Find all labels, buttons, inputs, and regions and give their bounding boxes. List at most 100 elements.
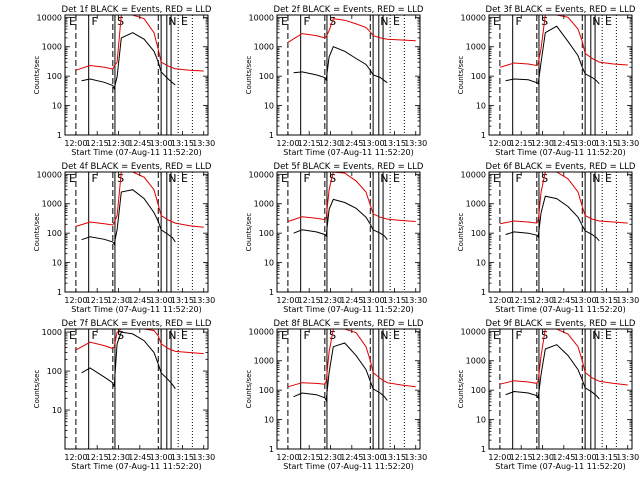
x-tick-label: 12:30 <box>107 139 130 148</box>
series-events <box>293 198 388 241</box>
x-tick-label: 13:15 <box>383 139 406 148</box>
x-tick-label: 12:00 <box>488 453 511 462</box>
y-tick-label: 10 <box>264 416 274 425</box>
series-events <box>505 195 600 242</box>
x-tick-label: 12:45 <box>128 453 151 462</box>
y-axis-label: Counts/sec <box>33 213 41 252</box>
flag-label: E <box>393 172 400 185</box>
y-tick-label: 1 <box>481 288 486 297</box>
x-tick-label: 12:30 <box>107 453 130 462</box>
y-tick-label: 1000 <box>42 43 62 52</box>
series-events <box>293 46 388 84</box>
y-tick-label: 10000 <box>461 327 486 336</box>
y-tick-label: 1 <box>269 445 274 454</box>
x-tick-label: 13:00 <box>150 296 173 305</box>
series-lld <box>287 171 416 222</box>
x-tick-label: 13:15 <box>383 296 406 305</box>
y-tick-label: 1 <box>481 131 486 140</box>
flag-label: E <box>69 172 76 185</box>
series-events <box>505 344 600 400</box>
flag-label: N <box>168 172 176 185</box>
y-tick-label: 10000 <box>37 170 62 179</box>
y-tick-label: 100 <box>259 386 274 395</box>
y-tick-label: 100 <box>259 229 274 238</box>
flag-label: N <box>380 172 388 185</box>
y-tick-label: 100 <box>471 229 486 238</box>
y-tick-label: 10 <box>476 102 486 111</box>
flag-label: E <box>69 329 76 342</box>
y-tick-label: 1000 <box>254 200 274 209</box>
x-axis-label: Start Time (07-Aug-11 11:52:20) <box>71 148 202 157</box>
x-tick-label: 12:15 <box>86 453 109 462</box>
flag-label: F <box>516 329 522 342</box>
plot-frame <box>276 328 421 450</box>
x-tick-label: 12:15 <box>298 296 321 305</box>
flag-label: F <box>304 329 310 342</box>
y-tick-label: 1 <box>57 288 62 297</box>
series-events <box>81 331 176 390</box>
y-tick-label: 1000 <box>466 200 486 209</box>
y-tick-label: 100 <box>47 72 62 81</box>
flag-label: N <box>380 329 388 342</box>
x-axis-label: Start Time (07-Aug-11 11:52:20) <box>71 462 202 471</box>
x-tick-label: 12:45 <box>128 139 151 148</box>
series-lld <box>499 171 628 225</box>
x-tick-label: 12:45 <box>128 296 151 305</box>
x-tick-label: 12:00 <box>64 139 87 148</box>
x-tick-label: 13:30 <box>404 296 427 305</box>
x-tick-label: 12:45 <box>552 139 575 148</box>
flag-label: F <box>92 15 98 28</box>
x-tick-label: 12:15 <box>510 453 533 462</box>
x-tick-label: 12:00 <box>64 296 87 305</box>
flag-label: E <box>493 15 500 28</box>
plot-frame <box>488 171 633 293</box>
flag-label: N <box>592 172 600 185</box>
panel-title: Det 2f BLACK = Events, RED = LLD <box>274 5 424 15</box>
x-tick-label: 12:15 <box>510 296 533 305</box>
x-tick-label: 13:00 <box>362 296 385 305</box>
series-events <box>81 189 176 246</box>
y-tick-label: 100 <box>47 229 62 238</box>
x-tick-label: 12:15 <box>298 139 321 148</box>
panel-title: Det 7f BLACK = Events, RED = LLD <box>62 319 212 329</box>
flag-label: E <box>69 15 76 28</box>
x-tick-label: 12:15 <box>86 296 109 305</box>
x-tick-label: 13:30 <box>616 139 639 148</box>
y-tick-label: 1000 <box>466 357 486 366</box>
y-tick-label: 10000 <box>37 13 62 22</box>
x-axis-label: Start Time (07-Aug-11 11:52:20) <box>495 462 626 471</box>
x-tick-label: 13:00 <box>150 139 173 148</box>
x-tick-label: 12:30 <box>319 296 342 305</box>
x-tick-label: 13:30 <box>616 296 639 305</box>
flag-label: N <box>168 329 176 342</box>
panel-title: Det 5f BLACK = Events, RED = LLD <box>274 162 424 172</box>
x-tick-label: 13:15 <box>171 453 194 462</box>
plot-frame <box>488 328 633 450</box>
x-tick-label: 12:00 <box>488 296 511 305</box>
panel-title: Det 1f BLACK = Events, RED = LLD <box>62 5 212 15</box>
flag-label: E <box>605 15 612 28</box>
plot-frame <box>64 328 209 450</box>
x-tick-label: 13:15 <box>171 296 194 305</box>
y-tick-label: 10 <box>52 259 62 268</box>
flag-label: F <box>304 172 310 185</box>
x-tick-label: 12:15 <box>298 453 321 462</box>
x-tick-label: 12:15 <box>86 139 109 148</box>
y-tick-label: 100 <box>259 72 274 81</box>
x-tick-label: 12:00 <box>276 453 299 462</box>
flag-label: F <box>304 15 310 28</box>
flag-label: S <box>541 172 548 185</box>
flag-label: E <box>605 329 612 342</box>
x-tick-label: 13:30 <box>404 453 427 462</box>
flag-label: E <box>493 172 500 185</box>
y-axis-label: Counts/sec <box>245 56 253 95</box>
flag-label: N <box>380 15 388 28</box>
flag-label: E <box>181 15 188 28</box>
y-tick-label: 1 <box>269 288 274 297</box>
